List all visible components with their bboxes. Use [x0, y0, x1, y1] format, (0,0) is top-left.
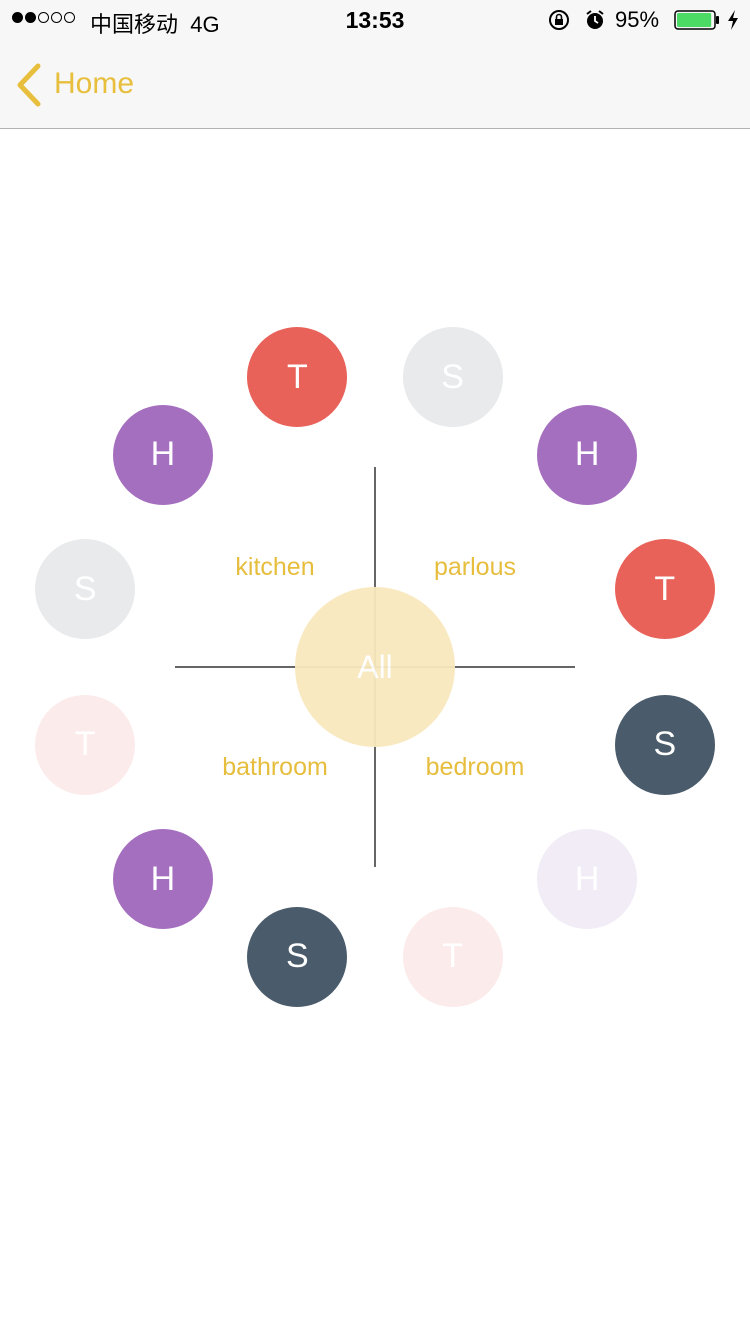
signal-dot	[51, 12, 62, 23]
all-rooms-button[interactable]: All	[295, 587, 455, 747]
device-node-security[interactable]: S	[402, 327, 503, 428]
device-node-letter: H	[574, 859, 600, 898]
status-bar: 中国移动 4G 13:53 95%	[0, 0, 750, 40]
device-node-letter: S	[286, 937, 309, 976]
device-node-letter: T	[442, 937, 463, 976]
device-node-letter: T	[287, 357, 308, 396]
device-node-security[interactable]: S	[614, 694, 715, 795]
device-node-security[interactable]: S	[35, 539, 136, 640]
orientation-lock-icon	[549, 10, 569, 30]
signal-dot	[64, 12, 75, 23]
device-node-letter: S	[441, 357, 464, 396]
charging-bolt-icon	[728, 10, 738, 30]
room-kitchen-button[interactable]: kitchen	[235, 553, 315, 581]
device-node-humidity[interactable]: H	[112, 404, 213, 505]
device-node-humidity[interactable]: H	[537, 829, 638, 930]
device-node-letter: H	[574, 435, 600, 474]
room-parlous-button[interactable]: parlous	[434, 553, 516, 581]
device-node-letter: H	[150, 435, 176, 474]
room-dial: kitchen parlous bathroom bedroom All T S H…	[0, 129, 750, 1334]
carrier-name: 中国移动 4G	[90, 12, 220, 37]
signal-dot	[25, 12, 36, 23]
back-button[interactable]: Home	[54, 67, 135, 100]
device-node-temperature[interactable]: T	[402, 906, 503, 1007]
device-node-humidity[interactable]: H	[537, 404, 638, 505]
room-bathroom-button[interactable]: bathroom	[222, 753, 328, 781]
alarm-icon	[586, 10, 604, 29]
signal-strength-icon	[12, 12, 75, 23]
device-node-temperature[interactable]: T	[247, 327, 348, 428]
all-rooms-label: All	[357, 648, 393, 685]
navigation-bar: Home	[0, 40, 750, 129]
battery-icon	[674, 10, 719, 30]
signal-dot	[12, 12, 23, 23]
room-bedroom-button[interactable]: bedroom	[425, 753, 525, 781]
device-node-temperature[interactable]: T	[35, 694, 136, 795]
back-chevron-icon[interactable]	[14, 62, 44, 108]
device-node-letter: S	[653, 725, 677, 764]
device-node-security[interactable]: S	[247, 906, 348, 1007]
clock: 13:53	[345, 7, 405, 33]
device-node-letter: T	[654, 569, 676, 608]
device-node-letter: T	[74, 725, 96, 764]
device-node-humidity[interactable]: H	[112, 829, 213, 930]
signal-dot	[38, 12, 49, 23]
device-node-letter: S	[73, 569, 97, 608]
device-node-letter: H	[150, 859, 176, 898]
battery-percent: 95%	[615, 7, 660, 32]
device-node-temperature[interactable]: T	[614, 539, 715, 640]
